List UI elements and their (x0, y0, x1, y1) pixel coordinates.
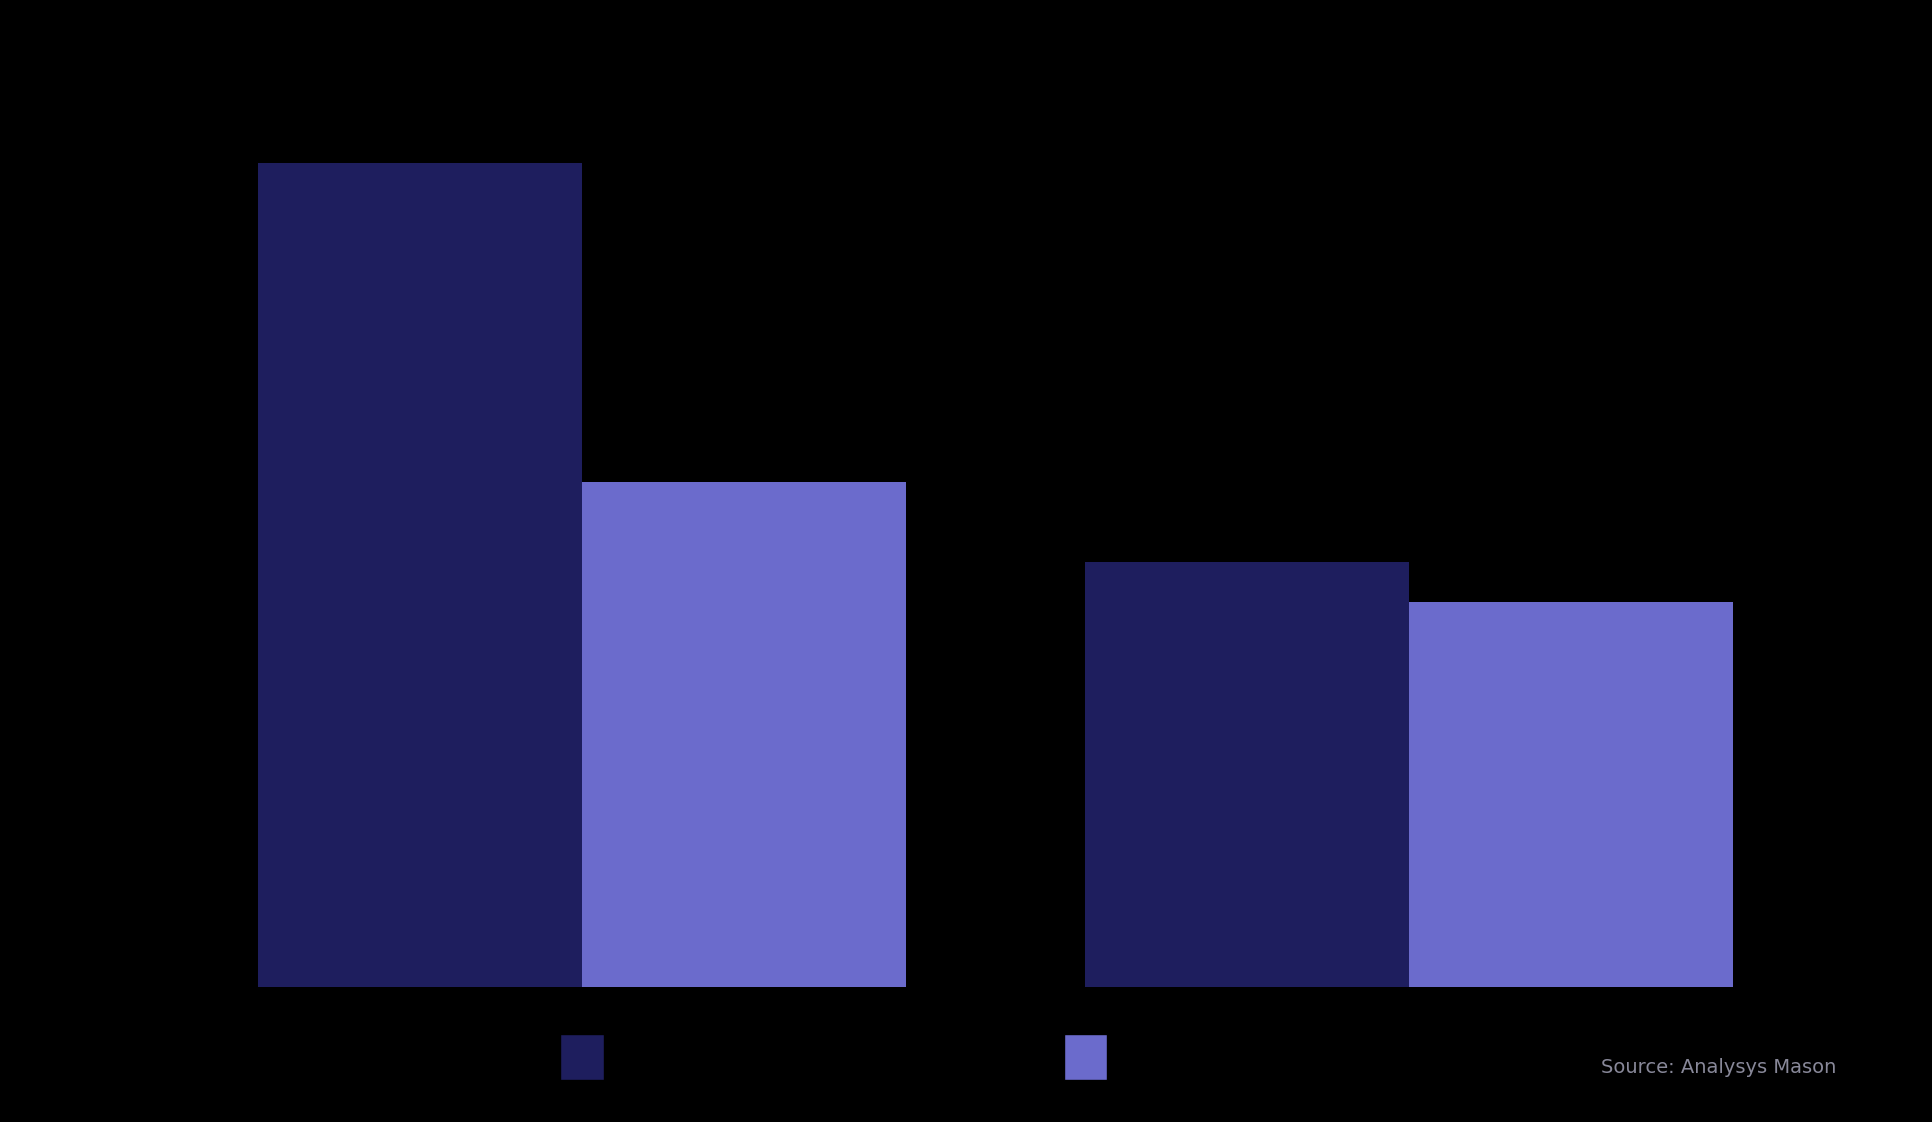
Bar (259, 163, 582, 987)
Text: Source: Analysys Mason: Source: Analysys Mason (1600, 1058, 1835, 1077)
Bar (1086, 562, 1408, 987)
FancyBboxPatch shape (1063, 1034, 1107, 1080)
FancyBboxPatch shape (560, 1034, 603, 1080)
Bar (582, 481, 904, 987)
Bar (1408, 601, 1731, 987)
